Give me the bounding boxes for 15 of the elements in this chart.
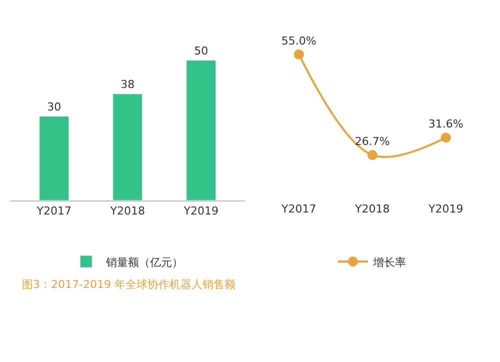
x-tick-label: Y2017 [280,202,316,216]
data-label: 55.0% [281,34,316,48]
legend-label: 销量额（亿元） [105,256,184,269]
x-tick-label: Y2019 [428,202,464,216]
x-tick-label: Y2018 [354,202,390,216]
x-tick-label: Y2018 [109,204,145,218]
data-label: 30 [47,100,62,114]
x-tick-label: Y2019 [182,204,218,218]
x-tick-label: Y2017 [36,204,72,218]
data-label: 31.6% [428,118,464,131]
data-label: 50 [194,44,208,58]
data-label: 26.7% [354,135,390,148]
legend-label: 增长率 [372,256,406,269]
data-label: 38 [120,78,135,91]
caption: 图3：2017-2019 年全球协作机器人销售额 [22,278,236,291]
